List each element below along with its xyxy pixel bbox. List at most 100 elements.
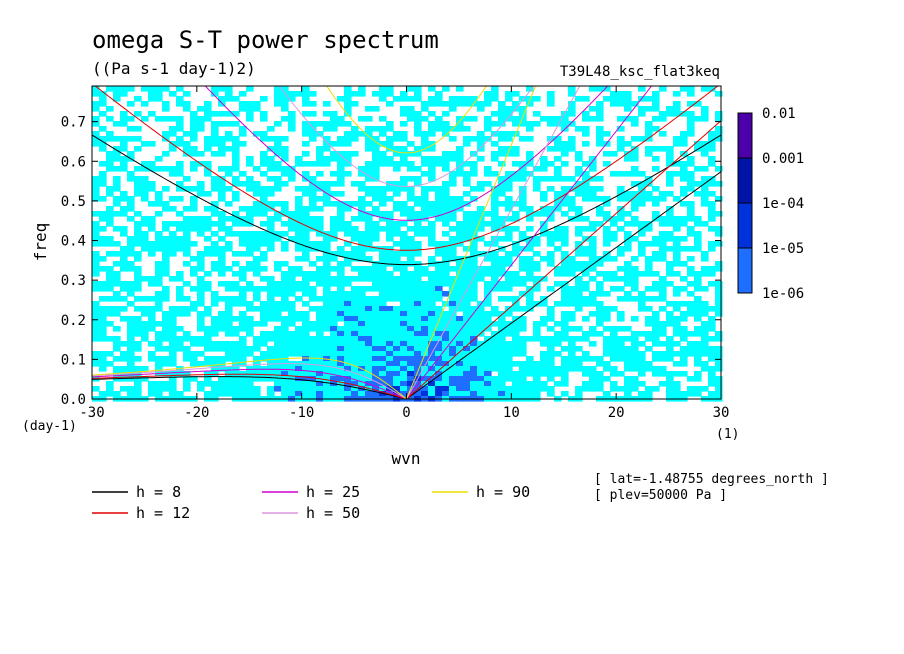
heatmap-cell [295, 186, 303, 192]
heatmap-cell [631, 356, 639, 362]
heatmap-cell [456, 346, 464, 352]
heatmap-cell [568, 266, 576, 272]
heatmap-cell [211, 371, 219, 377]
heatmap-cell [239, 381, 247, 387]
heatmap-cell [92, 306, 100, 312]
heatmap-cell [421, 336, 429, 342]
heatmap-cell [442, 181, 450, 187]
heatmap-cell [288, 211, 296, 217]
dispersion-curve-h25-ig1 [204, 86, 609, 221]
heatmap-cell [176, 101, 184, 107]
heatmap-cell [540, 256, 548, 262]
heatmap-cell [638, 366, 646, 372]
heatmap-cell [442, 341, 450, 347]
heatmap-cell [463, 391, 471, 397]
heatmap-cell [211, 346, 219, 352]
heatmap-cell [323, 361, 331, 367]
heatmap-cell [561, 226, 569, 232]
heatmap-cell [99, 316, 107, 322]
heatmap-cell [477, 131, 485, 137]
heatmap-cell [484, 96, 492, 102]
heatmap-cell [379, 331, 387, 337]
heatmap-cell [225, 316, 233, 322]
heatmap-cell [267, 371, 275, 377]
heatmap-cell [337, 171, 345, 177]
heatmap-cell [582, 371, 590, 377]
heatmap-cell [680, 286, 688, 292]
heatmap-cell [309, 201, 317, 207]
heatmap-cell [386, 316, 394, 322]
heatmap-cell [239, 391, 247, 397]
heatmap-cell [512, 361, 520, 367]
heatmap-cell [484, 321, 492, 327]
heatmap-cell [176, 336, 184, 342]
heatmap-cell [456, 121, 464, 127]
heatmap-cell [267, 161, 275, 167]
heatmap-cell [267, 391, 275, 397]
heatmap-cell [666, 216, 674, 222]
heatmap-cell [624, 211, 632, 217]
heatmap-cell [463, 361, 471, 367]
heatmap-cell [386, 181, 394, 187]
heatmap-cell [498, 101, 506, 107]
heatmap-cell [694, 191, 702, 197]
heatmap-cell [113, 306, 121, 312]
heatmap-cell [680, 171, 688, 177]
heatmap-cell [624, 171, 632, 177]
heatmap-cell [309, 111, 317, 117]
heatmap-cell [113, 96, 121, 102]
heatmap-cell [295, 296, 303, 302]
heatmap-cell [232, 286, 240, 292]
heatmap-cell [316, 366, 324, 372]
heatmap-cell [169, 376, 177, 382]
heatmap-cell [344, 391, 352, 397]
heatmap-cell [162, 116, 170, 122]
heatmap-cell [638, 196, 646, 202]
heatmap-cell [512, 171, 520, 177]
heatmap-cell [421, 231, 429, 237]
heatmap-cell [99, 336, 107, 342]
heatmap-cell [561, 311, 569, 317]
heatmap-cell [701, 266, 709, 272]
heatmap-cell [715, 336, 723, 342]
heatmap-cell [533, 251, 541, 257]
heatmap-cell [610, 381, 618, 387]
heatmap-cell [407, 216, 415, 222]
heatmap-cell [176, 371, 184, 377]
heatmap-cell [505, 296, 513, 302]
heatmap-cell [456, 126, 464, 132]
heatmap-cell [288, 266, 296, 272]
heatmap-cell [169, 166, 177, 172]
heatmap-cell [400, 286, 408, 292]
heatmap-cell [414, 86, 422, 92]
heatmap-cell [428, 281, 436, 287]
heatmap-cell [127, 376, 135, 382]
heatmap-cell [491, 346, 499, 352]
heatmap-cell [463, 311, 471, 317]
heatmap-cell [281, 116, 289, 122]
heatmap-cell [365, 351, 373, 357]
heatmap-cell [470, 226, 478, 232]
heatmap-cell [610, 171, 618, 177]
heatmap-cell [435, 276, 443, 282]
heatmap-cell [386, 231, 394, 237]
heatmap-cell [533, 331, 541, 337]
heatmap-cell [435, 211, 443, 217]
heatmap-cell [351, 301, 359, 307]
heatmap-cell [204, 216, 212, 222]
heatmap-cell [393, 306, 401, 312]
heatmap-cell [358, 351, 366, 357]
heatmap-cell [169, 326, 177, 332]
heatmap-cell [498, 351, 506, 357]
heatmap-cell [582, 301, 590, 307]
heatmap-cell [92, 386, 100, 392]
heatmap-cell [666, 236, 674, 242]
heatmap-cell [127, 391, 135, 397]
heatmap-cell [421, 156, 429, 162]
heatmap-cell [575, 171, 583, 177]
heatmap-cell [288, 166, 296, 172]
heatmap-cell [148, 246, 156, 252]
heatmap-cell [631, 276, 639, 282]
heatmap-cell [561, 121, 569, 127]
heatmap-cell [568, 311, 576, 317]
